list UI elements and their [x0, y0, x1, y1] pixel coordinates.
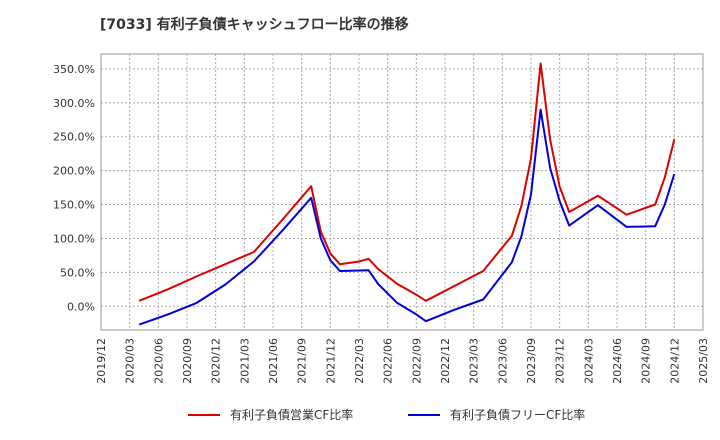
y-tick-label: 350.0%: [53, 63, 95, 76]
x-tick-label: 2020/06: [152, 338, 165, 384]
grid-lines: [101, 54, 703, 330]
x-tick-label: 2019/12: [95, 338, 108, 384]
y-tick-label: 200.0%: [53, 165, 95, 178]
x-tick-label: 2022/03: [353, 338, 366, 384]
x-tick-label: 2023/03: [468, 338, 481, 384]
x-tick-label: 2023/06: [496, 338, 509, 384]
y-axis-ticks: 0.0% 50.0% 100.0% 150.0% 200.0% 250.0% 300.0% 3…: [53, 63, 95, 313]
y-tick-label: 100.0%: [53, 232, 95, 245]
y-tick-label: 0.0%: [67, 300, 95, 313]
x-tick-label: 2024/03: [582, 338, 595, 384]
x-tick-label: 2025/03: [697, 338, 710, 384]
legend-label-2: 有利子負債フリーCF比率: [450, 407, 585, 422]
x-tick-label: 2022/12: [439, 338, 452, 384]
series-lines: [138, 62, 676, 326]
x-tick-label: 2022/06: [382, 338, 395, 384]
x-tick-label: 2021/09: [296, 338, 309, 384]
series-line-2: [138, 108, 676, 326]
x-tick-label: 2020/09: [181, 338, 194, 384]
x-tick-label: 2022/09: [410, 338, 423, 384]
legend: 有利子負債営業CF比率 有利子負債フリーCF比率: [188, 407, 585, 422]
x-tick-label: 2021/06: [267, 338, 280, 384]
x-tick-label: 2020/12: [210, 338, 223, 384]
y-tick-label: 50.0%: [60, 266, 95, 279]
chart-title: [7033] 有利子負債キャッシュフロー比率の推移: [100, 17, 409, 33]
x-tick-label: 2023/12: [554, 338, 567, 384]
series-line-1: [138, 62, 676, 302]
plot-frame: [100, 53, 704, 331]
x-tick-label: 2023/09: [525, 338, 538, 384]
x-tick-label: 2021/12: [324, 338, 337, 384]
y-tick-label: 300.0%: [53, 97, 95, 110]
x-tick-label: 2024/09: [640, 338, 653, 384]
x-axis-ticks: 2019/12 2020/03 2020/06 2020/09 2020/12 2021/…: [95, 338, 710, 384]
legend-label-1: 有利子負債営業CF比率: [230, 407, 353, 422]
x-tick-label: 2021/03: [238, 338, 251, 384]
y-tick-label: 150.0%: [53, 199, 95, 212]
y-tick-label: 250.0%: [53, 131, 95, 144]
x-tick-label: 2024/12: [668, 338, 681, 384]
x-tick-label: 2020/03: [124, 338, 137, 384]
x-tick-label: 2024/06: [611, 338, 624, 384]
